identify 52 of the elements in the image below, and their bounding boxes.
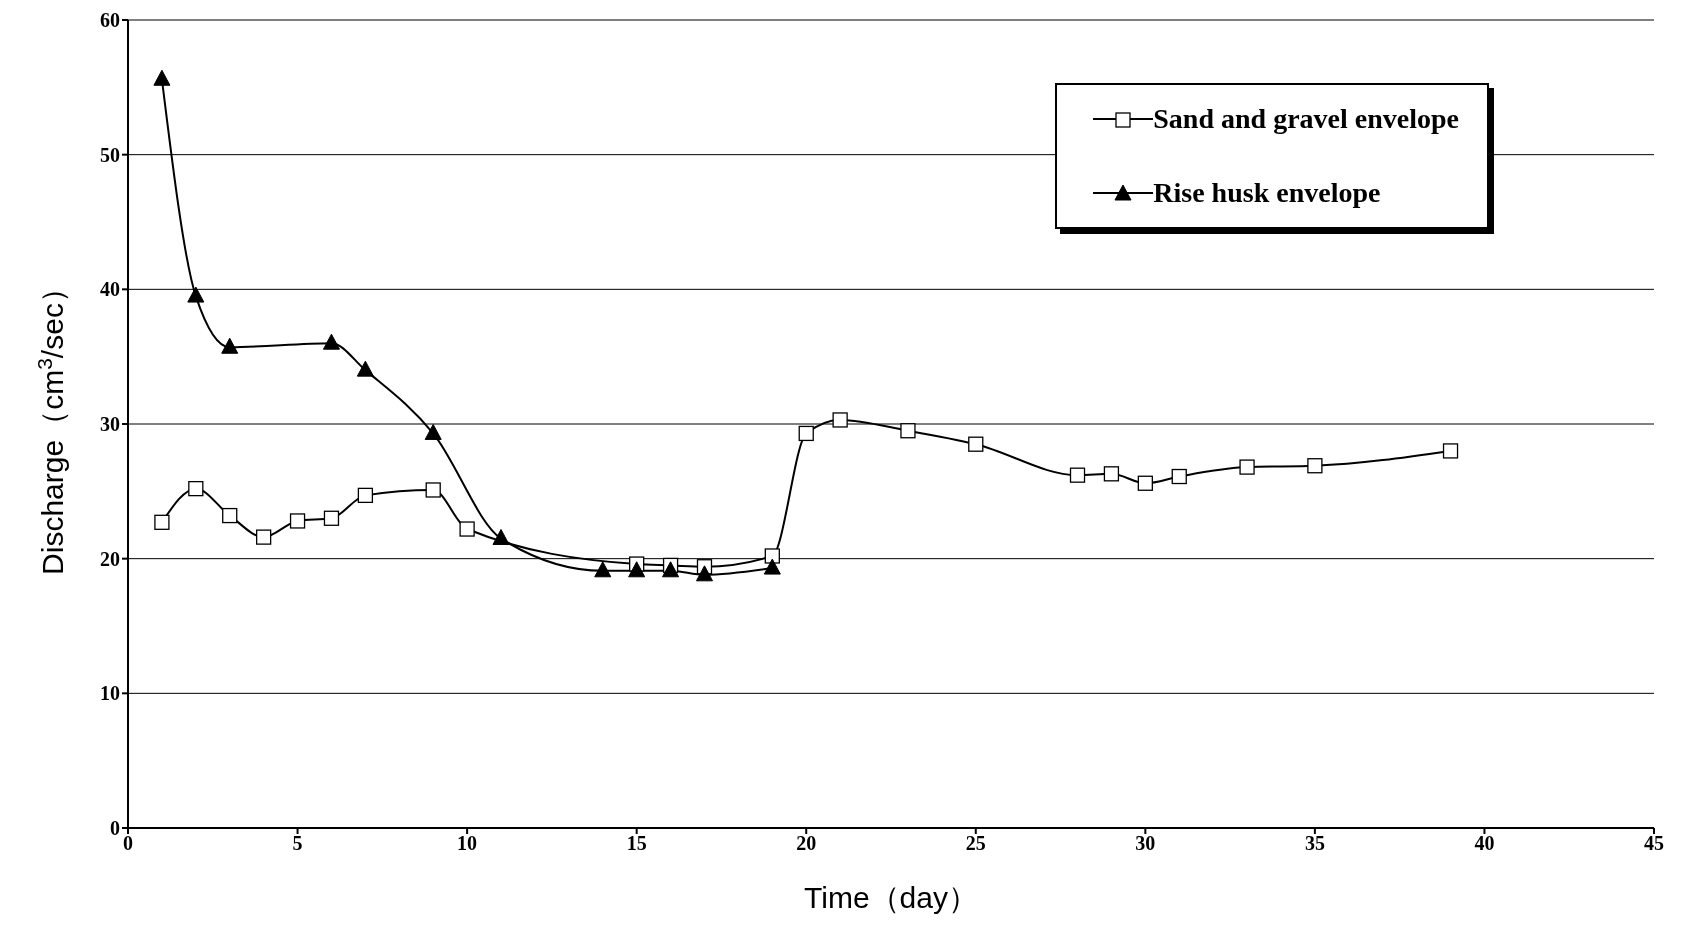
- legend-label: Rise husk envelope: [1153, 177, 1381, 209]
- point: [1307, 458, 1323, 474]
- point: [900, 423, 916, 439]
- point: [832, 412, 848, 428]
- point: [1239, 459, 1255, 475]
- point: [695, 565, 713, 582]
- point: [1069, 467, 1086, 483]
- point: [322, 333, 340, 350]
- point: [1171, 468, 1187, 485]
- x-axis-title: Time（day）: [804, 881, 978, 914]
- y-tick-label: 30: [100, 413, 120, 436]
- point: [255, 529, 272, 545]
- point: [594, 561, 612, 578]
- point: [764, 548, 780, 564]
- point: [1103, 466, 1120, 482]
- x-tick-label: 40: [1474, 832, 1495, 855]
- point: [188, 480, 204, 497]
- x-tick-label: 10: [457, 832, 478, 855]
- point: [459, 521, 475, 537]
- point: [221, 337, 239, 354]
- y-tick-label: 20: [100, 547, 120, 570]
- y-tick-label: 10: [100, 682, 120, 705]
- point: [323, 510, 340, 526]
- x-tick-label: 15: [626, 832, 647, 855]
- point: [662, 561, 680, 578]
- legend-label: Sand and gravel envelope: [1153, 103, 1459, 135]
- y-tick-label: 0: [110, 817, 120, 840]
- x-tick-label: 45: [1644, 832, 1664, 855]
- x-tick-label: 35: [1304, 832, 1325, 855]
- x-tick-label: 5: [292, 832, 303, 855]
- point: [187, 286, 205, 303]
- point: [492, 528, 510, 545]
- point: [628, 561, 646, 578]
- point: [1442, 443, 1459, 459]
- point: [153, 69, 171, 86]
- point: [425, 482, 441, 498]
- point: [357, 487, 374, 504]
- y-tick-label: 50: [100, 143, 120, 166]
- point: [289, 513, 306, 529]
- point: [424, 423, 442, 440]
- point: [154, 514, 170, 530]
- point: [222, 507, 238, 524]
- x-tick-label: 30: [1135, 832, 1156, 855]
- x-tick-label: 20: [796, 832, 817, 855]
- point: [763, 558, 781, 575]
- point: [1137, 475, 1153, 491]
- x-tick-label: 25: [965, 832, 986, 855]
- y-tick-label: 40: [100, 278, 120, 301]
- y-tick-label: 60: [100, 9, 120, 32]
- point: [798, 425, 814, 442]
- point: [968, 436, 984, 452]
- point: [356, 360, 374, 377]
